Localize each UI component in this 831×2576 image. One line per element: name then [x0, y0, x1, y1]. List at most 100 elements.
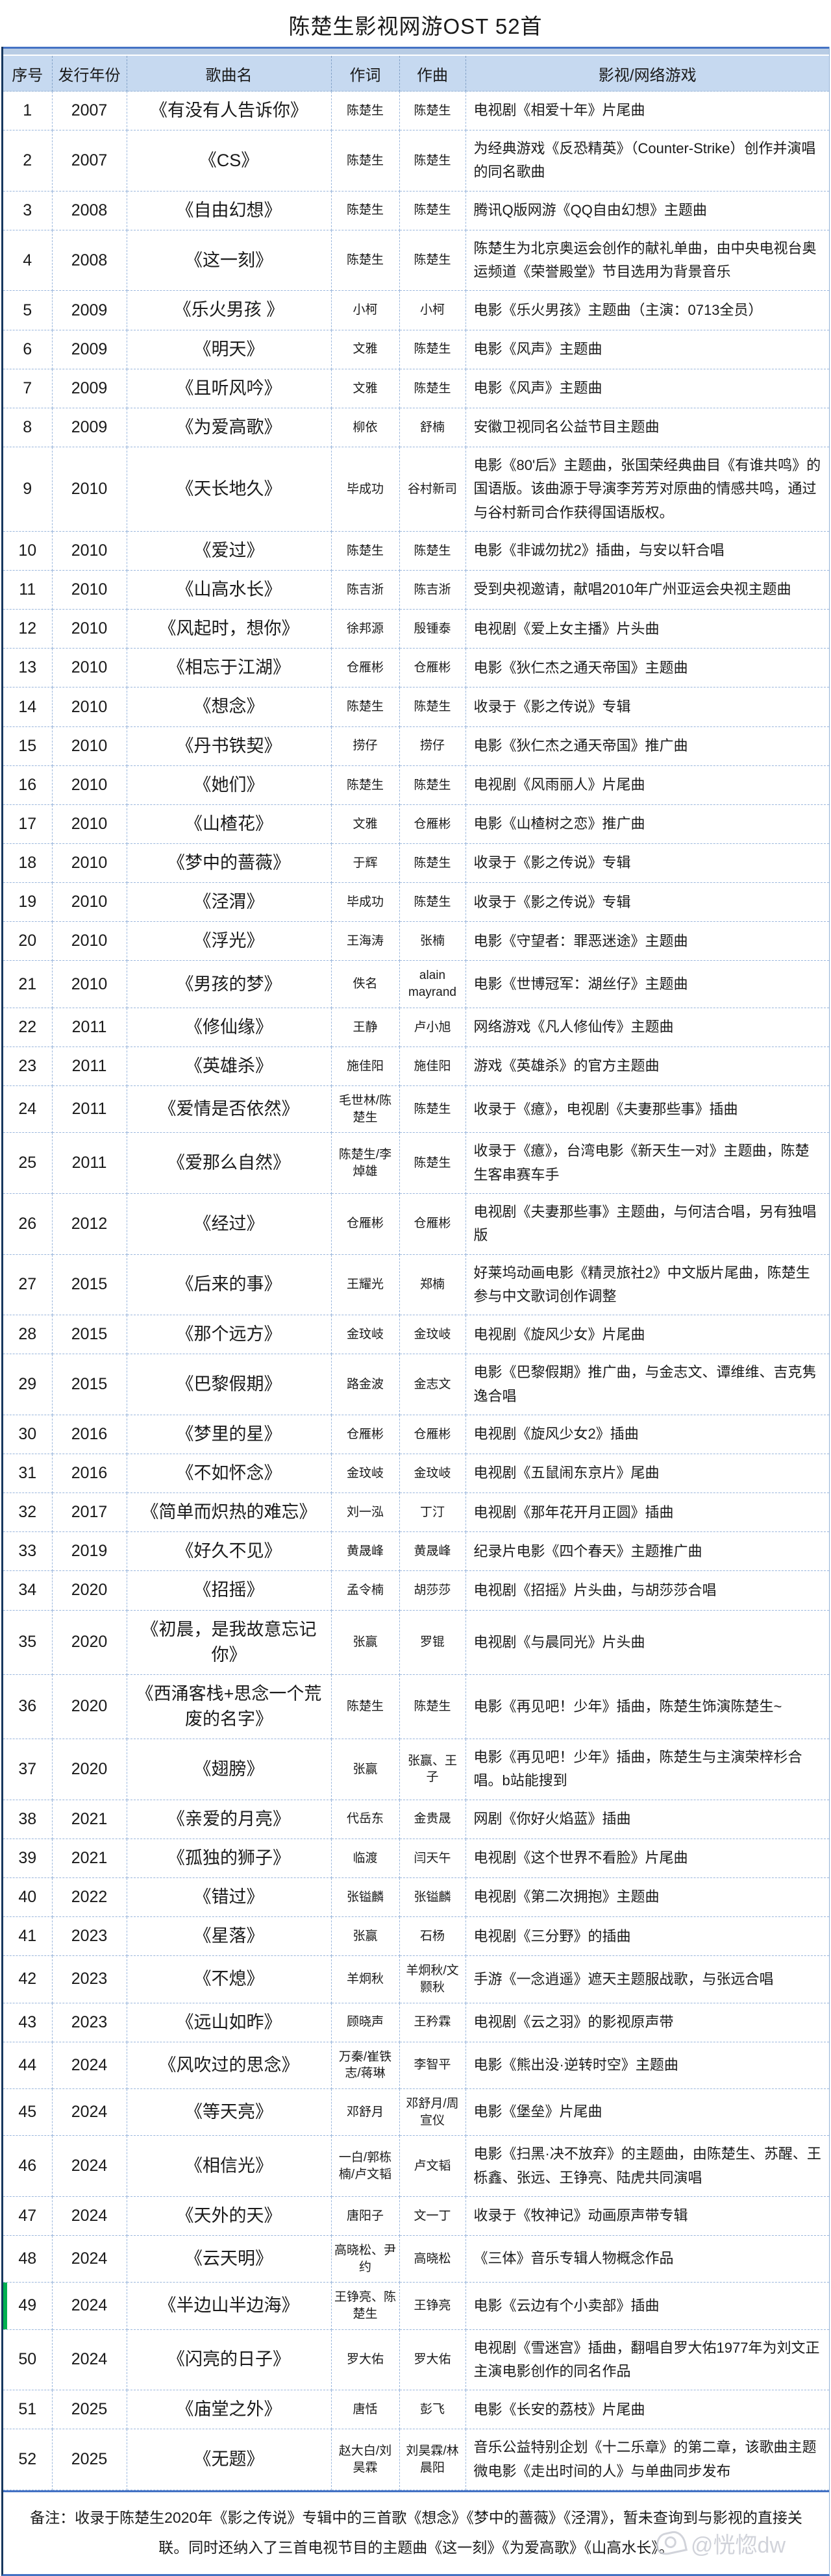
- cell-composer: 文一丁: [399, 2196, 466, 2236]
- cell-composer: 殷锺泰: [399, 609, 466, 649]
- cell-year: 2010: [52, 726, 127, 766]
- cell-year: 2020: [52, 1610, 127, 1675]
- cell-no: 26: [3, 1193, 53, 1255]
- cell-song: 《CS》: [127, 130, 332, 192]
- cell-ost: 电视剧《夫妻那些事》主题曲，与何洁合唱，另有独唱版: [465, 1193, 829, 1255]
- table-row: 10 2010 《爱过》 陈楚生 陈楚生 电影《非诚勿扰2》插曲，与安以轩合唱: [3, 531, 829, 571]
- table-row: 2 2007 《CS》 陈楚生 陈楚生 为经典游戏《反恐精英》（Counter-Strik…: [3, 130, 829, 192]
- cell-no: 2: [3, 130, 53, 192]
- cell-ost: 陈楚生为北京奥运会创作的献礼单曲，由中央电视台奥运频道《荣誉殿堂》节目选用为背景…: [465, 230, 829, 291]
- cell-no: 48: [3, 2235, 53, 2283]
- cell-song: 《等天亮》: [127, 2088, 332, 2136]
- cell-no: 47: [3, 2196, 53, 2236]
- cell-year: 2011: [52, 1085, 127, 1133]
- cell-lyricist: 唐阳子: [331, 2196, 400, 2236]
- cell-lyricist: 王海涛: [331, 921, 400, 961]
- cell-song: 《庙堂之外》: [127, 2390, 332, 2430]
- cell-lyricist: 金玟岐: [331, 1454, 400, 1494]
- cell-no: 12: [3, 609, 53, 649]
- cell-ost: 电视剧《那年花开月正圆》插曲: [465, 1492, 829, 1533]
- cell-song: 《山楂花》: [127, 804, 332, 845]
- table-row: 51 2025 《庙堂之外》 唐恬 彭飞 电影《长安的荔枝》片尾曲: [3, 2390, 829, 2430]
- cell-no: 44: [3, 2042, 53, 2089]
- cell-song: 《爱那么自然》: [127, 1132, 332, 1194]
- cell-composer: 陈楚生: [399, 191, 466, 230]
- cell-song: 《风吹过的思念》: [127, 2042, 332, 2089]
- table-row: 4 2008 《这一刻》 陈楚生 陈楚生 陈楚生为北京奥运会创作的献礼单曲，由中央电视台奥…: [3, 230, 829, 291]
- cell-ost: 电影《巴黎假期》推广曲，与金志文、谭维维、吉克隽逸合唱: [465, 1354, 829, 1415]
- cell-song: 《不熄》: [127, 1955, 332, 2003]
- cell-song: 《西涌客栈+思念一个荒废的名字》: [127, 1674, 332, 1740]
- table-row: 35 2020 《初晨，是我故意忘记你》 张赢 罗锟 电视剧《与晨同光》片头曲: [3, 1610, 829, 1675]
- cell-ost: 电视剧《云之羽》的影视原声带: [465, 2003, 829, 2042]
- cell-no: 49: [3, 2282, 53, 2330]
- cell-no: 51: [3, 2390, 53, 2430]
- cell-composer: 陈楚生: [399, 1674, 466, 1740]
- cell-composer: 仓雁彬: [399, 1193, 466, 1255]
- cell-song: 《风起时，想你》: [127, 609, 332, 649]
- cell-no: 6: [3, 330, 53, 369]
- cell-composer: 谷村新司: [399, 447, 466, 532]
- cell-composer: 陈楚生: [399, 130, 466, 192]
- cell-song: 《山高水长》: [127, 570, 332, 610]
- cell-no: 9: [3, 447, 53, 532]
- cell-ost: 电视剧《与晨同光》片头曲: [465, 1610, 829, 1675]
- cell-composer: 仓雁彬: [399, 648, 466, 688]
- cell-song: 《爱过》: [127, 531, 332, 571]
- table-row: 43 2023 《远山如昨》 顾晓声 王矜霖 电视剧《云之羽》的影视原声带: [3, 2003, 829, 2042]
- cell-composer: 王矜霖: [399, 2003, 466, 2042]
- cell-song: 《星落》: [127, 1916, 332, 1957]
- cell-no: 20: [3, 921, 53, 961]
- cell-year: 2016: [52, 1454, 127, 1494]
- table-row: 50 2024 《闪亮的日子》 罗大佑 罗大佑 电视剧《雪迷宫》插曲，翻唱自罗大佑1977…: [3, 2329, 829, 2391]
- cell-composer: 仓雁彬: [399, 804, 466, 845]
- cell-song: 《修仙缘》: [127, 1008, 332, 1047]
- table-row: 49 2024 《半边山半边海》 王铮亮、陈楚生 王铮亮 电影《云边有个小卖部》插曲: [3, 2282, 829, 2330]
- cell-no: 50: [3, 2329, 53, 2391]
- cell-year: 2024: [52, 2329, 127, 2391]
- cell-song: 《且听风吟》: [127, 369, 332, 408]
- cell-composer: 陈楚生: [399, 369, 466, 408]
- cell-composer: 施佳阳: [399, 1046, 466, 1087]
- cell-ost: 收录于《影之传说》专辑: [465, 687, 829, 727]
- cell-composer: 金贵晟: [399, 1800, 466, 1839]
- cell-no: 18: [3, 843, 53, 884]
- cell-song: 《明天》: [127, 330, 332, 369]
- cell-ost: 网络游戏《凡人修仙传》主题曲: [465, 1008, 829, 1047]
- footer-note: 备注：收录于陈楚生2020年《影之传说》专辑中的三首歌《想念》《梦中的蔷薇》《泾…: [3, 2490, 829, 2574]
- table-row: 37 2020 《翅膀》 张赢 张赢、王子 电影《再见吧！少年》插曲，陈楚生与主演荣梓杉合…: [3, 1739, 829, 1800]
- cell-year: 2009: [52, 330, 127, 369]
- table-row: 8 2009 《为爱高歌》 柳依 舒楠 安徽卫视同名公益节目主题曲: [3, 408, 829, 448]
- table-row: 47 2024 《天外的天》 唐阳子 文一丁 收录于《牧神记》动画原声带专辑: [3, 2196, 829, 2236]
- cell-ost: 电影《堡垒》片尾曲: [465, 2088, 829, 2136]
- cell-year: 2011: [52, 1008, 127, 1047]
- cell-composer: 罗大佑: [399, 2329, 466, 2391]
- cell-composer: 小柯: [399, 290, 466, 330]
- table-row: 9 2010 《天长地久》 毕成功 谷村新司 电影《80'后》主题曲，张国荣经典曲目《有谁…: [3, 447, 829, 532]
- cell-lyricist: 路金波: [331, 1354, 400, 1415]
- cell-lyricist: 罗大佑: [331, 2329, 400, 2391]
- cell-song: 《泾渭》: [127, 882, 332, 923]
- table-row: 52 2025 《无题》 赵大白/刘昊霖 刘昊霖/林晨阳 音乐公益特别企划《十二乐章》的第…: [3, 2429, 829, 2490]
- cell-song: 《错过》: [127, 1877, 332, 1918]
- cell-year: 2024: [52, 2135, 127, 2197]
- table-row: 26 2012 《经过》 仓雁彬 仓雁彬 电视剧《夫妻那些事》主题曲，与何洁合唱，另有独唱…: [3, 1193, 829, 1255]
- page-title: 陈楚生影视网游OST 52首: [288, 14, 543, 38]
- header-year: 发行年份: [52, 56, 127, 92]
- cell-composer: 高晓松: [399, 2235, 466, 2283]
- cell-no: 7: [3, 369, 53, 408]
- cell-ost: 网剧《你好火焰蓝》插曲: [465, 1800, 829, 1839]
- cell-lyricist: 金玟岐: [331, 1315, 400, 1355]
- ost-table: 序号 发行年份 歌曲名 作词 作曲 影视/网络游戏 1 2007 《有没有人告诉你》…: [1, 47, 830, 2576]
- cell-song: 《不如怀念》: [127, 1454, 332, 1494]
- cell-lyricist: 徐邦源: [331, 609, 400, 649]
- cell-year: 2010: [52, 447, 127, 532]
- cell-no: 36: [3, 1674, 53, 1740]
- cell-composer: 金玟岐: [399, 1315, 466, 1355]
- cell-no: 46: [3, 2135, 53, 2197]
- cell-no: 24: [3, 1085, 53, 1133]
- table-row: 44 2024 《风吹过的思念》 万秦/崔铁志/蒋琳 李智平 电影《熊出没·逆转时空》主题…: [3, 2042, 829, 2089]
- cell-lyricist: 小柯: [331, 290, 400, 330]
- table-row: 21 2010 《男孩的梦》 佚名 alain mayrand 电影《世博冠军：湖丝仔》主…: [3, 960, 829, 1008]
- cell-ost: 好莱坞动画电影《精灵旅社2》中文版片尾曲，陈楚生参与中文歌词创作调整: [465, 1254, 829, 1316]
